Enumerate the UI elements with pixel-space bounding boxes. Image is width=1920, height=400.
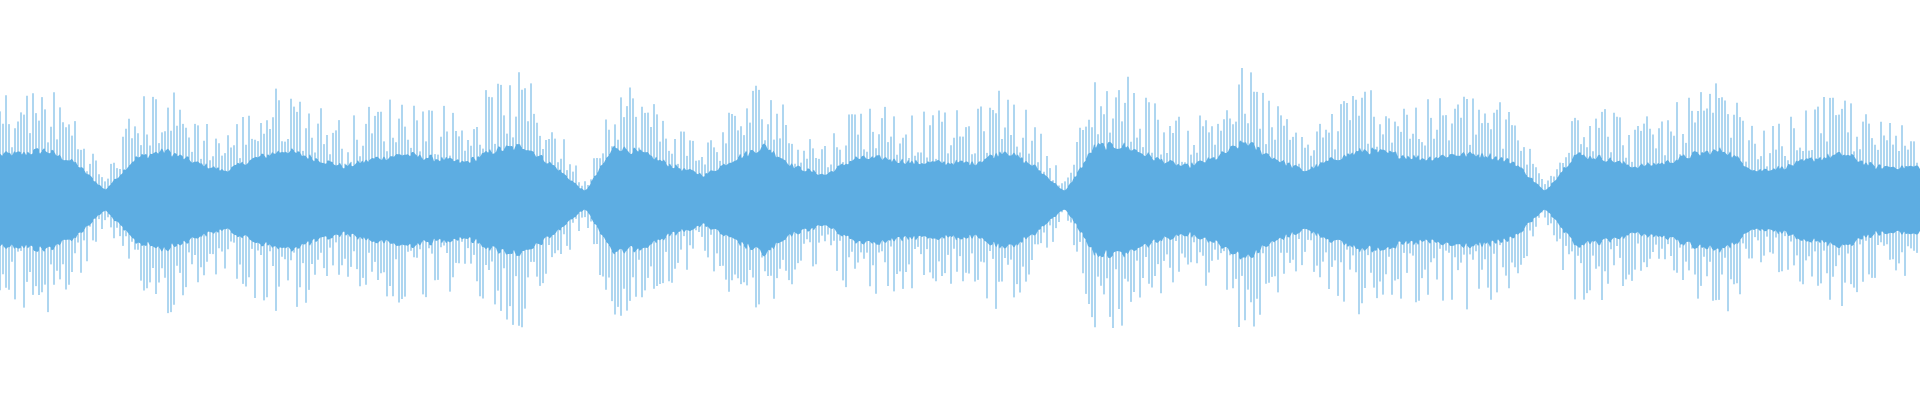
audio-waveform	[0, 68, 1920, 328]
